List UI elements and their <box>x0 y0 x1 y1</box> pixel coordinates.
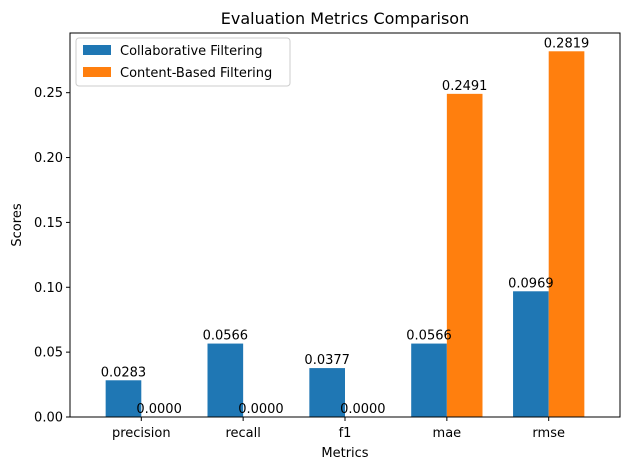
bar-value-label-mae-series-0: 0.0566 <box>406 329 452 344</box>
y-tick-label: 0.20 <box>34 151 63 166</box>
legend-label-content-based: Content-Based Filtering <box>120 66 272 81</box>
x-axis-label: Metrics <box>321 446 368 461</box>
legend-label-collaborative: Collaborative Filtering <box>120 44 263 59</box>
x-tick-label-recall: recall <box>225 426 260 441</box>
bar-value-label-mae-series-1: 0.2491 <box>442 79 488 94</box>
y-tick-label: 0.25 <box>34 86 63 101</box>
chart-title: Evaluation Metrics Comparison <box>221 9 469 28</box>
y-tick-label: 0.05 <box>34 346 63 361</box>
legend-swatch-content-based <box>83 67 111 77</box>
bar-rmse-series-0 <box>513 291 549 417</box>
y-tick-label: 0.10 <box>34 281 63 296</box>
bar-value-label-precision-series-1: 0.0000 <box>136 402 182 417</box>
x-tick-label-precision: precision <box>112 426 171 441</box>
bar-value-label-recall-series-1: 0.0000 <box>238 402 284 417</box>
bar-labels-layer: 0.0283 0.0566 0.0377 0.0566 0.0969 0.0000 0.00… <box>101 36 590 417</box>
bar-recall-series-0 <box>207 343 244 417</box>
bar-value-label-rmse-series-0: 0.0969 <box>508 276 554 291</box>
bar-mae-series-0 <box>411 343 447 417</box>
bar-mae-series-1 <box>446 93 483 417</box>
bar-f1-series-0 <box>309 368 345 417</box>
x-tick-label-rmse: rmse <box>532 426 565 441</box>
bar-value-label-precision-series-0: 0.0283 <box>101 365 147 380</box>
bar-value-label-f1-series-1: 0.0000 <box>340 402 386 417</box>
y-tick-label: 0.00 <box>34 411 63 426</box>
x-tick-label-f1: f1 <box>339 426 352 441</box>
legend-box <box>75 37 291 87</box>
x-tick-label-mae: mae <box>433 426 462 441</box>
y-axis-label: Scores <box>10 203 25 246</box>
bar-precision-series-0 <box>105 380 142 417</box>
bar-value-label-recall-series-0: 0.0566 <box>203 329 249 344</box>
y-tick-label: 0.15 <box>34 216 63 231</box>
bar-rmse-series-1 <box>548 51 585 417</box>
legend-swatch-collaborative <box>83 45 111 55</box>
bar-value-label-f1-series-0: 0.0377 <box>304 353 350 368</box>
bar-value-label-rmse-series-1: 0.2819 <box>544 36 590 51</box>
legend: Collaborative Filtering Content-Based Fi… <box>75 37 291 87</box>
plot-frame <box>69 32 621 418</box>
y-axis: 0.00 0.05 0.10 0.15 0.20 0.25 <box>34 86 70 426</box>
x-axis: precision recall f1 mae rmse <box>112 417 565 441</box>
bars-layer <box>105 51 585 417</box>
